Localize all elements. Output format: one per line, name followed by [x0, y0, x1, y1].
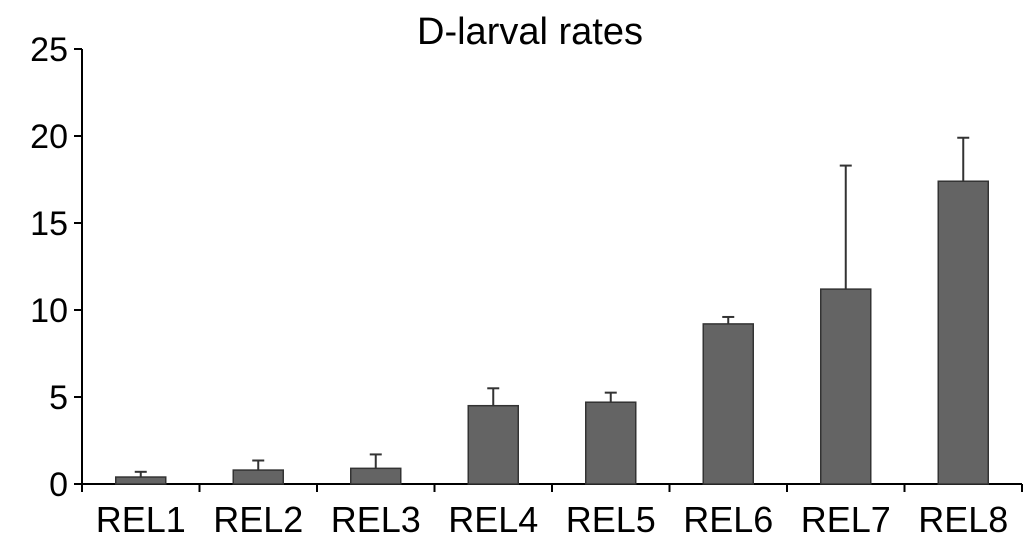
bar: [350, 467, 402, 485]
bar: [585, 401, 637, 485]
bar: [115, 476, 167, 485]
x-tick-label: REL1: [96, 499, 186, 540]
plot-area: 0 5 10 15 20 25 REL1 REL2 REL3 REL4 REL5 REL6 REL7 RE…: [30, 31, 1023, 540]
bar: [467, 404, 519, 485]
x-tick-label: REL6: [683, 499, 773, 540]
x-tick-label: REL7: [801, 499, 891, 540]
x-tick-label: REL2: [213, 499, 303, 540]
bar: [937, 180, 989, 485]
bar: [820, 288, 872, 485]
y-tick-label: 15: [30, 205, 68, 243]
y-tick-label: 25: [30, 31, 68, 69]
y-tick-label: 0: [49, 466, 68, 504]
y-tick-label: 10: [30, 292, 68, 330]
chart-title: D-larval rates: [417, 11, 643, 53]
bar: [232, 469, 284, 485]
x-tick-label: REL8: [918, 499, 1008, 540]
x-tick-label: REL5: [566, 499, 656, 540]
y-tick-label: 5: [49, 379, 68, 417]
bar: [702, 323, 754, 485]
x-tick-label: REL4: [448, 499, 538, 540]
x-tick-label: REL3: [331, 499, 421, 540]
y-tick-label: 20: [30, 118, 68, 156]
